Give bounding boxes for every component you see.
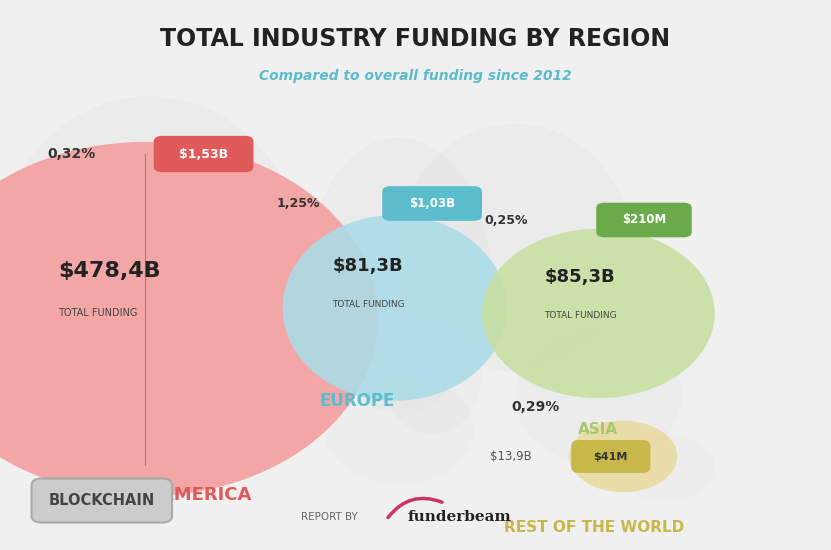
Text: 1,25%: 1,25% (277, 197, 320, 210)
Text: TOTAL FUNDING: TOTAL FUNDING (332, 300, 405, 309)
Ellipse shape (515, 327, 681, 465)
Text: $210M: $210M (622, 213, 666, 227)
Text: $41M: $41M (593, 452, 628, 461)
Text: 0,29%: 0,29% (511, 400, 559, 414)
Ellipse shape (324, 374, 474, 484)
Text: Compared to overall funding since 2012: Compared to overall funding since 2012 (259, 69, 572, 82)
FancyBboxPatch shape (597, 203, 691, 238)
Ellipse shape (615, 434, 715, 500)
Text: 0,25%: 0,25% (484, 213, 528, 227)
FancyBboxPatch shape (154, 136, 253, 172)
Text: ASIA: ASIA (578, 421, 618, 437)
Text: TOTAL FUNDING: TOTAL FUNDING (544, 311, 617, 320)
Text: funderbeam: funderbeam (407, 510, 511, 524)
Ellipse shape (399, 124, 632, 371)
Text: $1,53B: $1,53B (179, 147, 229, 161)
Ellipse shape (307, 138, 490, 412)
Ellipse shape (482, 229, 715, 398)
Text: $81,3B: $81,3B (332, 257, 403, 275)
FancyBboxPatch shape (32, 478, 172, 522)
Text: REPORT BY: REPORT BY (301, 512, 357, 522)
Text: EUROPE: EUROPE (320, 393, 395, 410)
Text: REST OF THE WORLD: REST OF THE WORLD (504, 520, 684, 536)
Ellipse shape (0, 96, 307, 454)
Text: TOTAL INDUSTRY FUNDING BY REGION: TOTAL INDUSTRY FUNDING BY REGION (160, 28, 671, 52)
Text: 0,32%: 0,32% (47, 147, 96, 161)
Text: BLOCKCHAIN: BLOCKCHAIN (48, 493, 155, 508)
Ellipse shape (283, 215, 507, 401)
FancyBboxPatch shape (572, 440, 650, 473)
Text: $85,3B: $85,3B (544, 268, 615, 286)
Text: TOTAL FUNDING: TOTAL FUNDING (58, 308, 138, 318)
FancyBboxPatch shape (382, 186, 482, 221)
Ellipse shape (382, 314, 482, 435)
Ellipse shape (569, 421, 677, 492)
Text: NORTH AMERICA: NORTH AMERICA (83, 486, 252, 504)
Ellipse shape (0, 142, 378, 496)
Text: $478,4B: $478,4B (58, 261, 160, 280)
Text: $1,03B: $1,03B (409, 197, 455, 210)
Text: $13,9B: $13,9B (490, 450, 532, 463)
